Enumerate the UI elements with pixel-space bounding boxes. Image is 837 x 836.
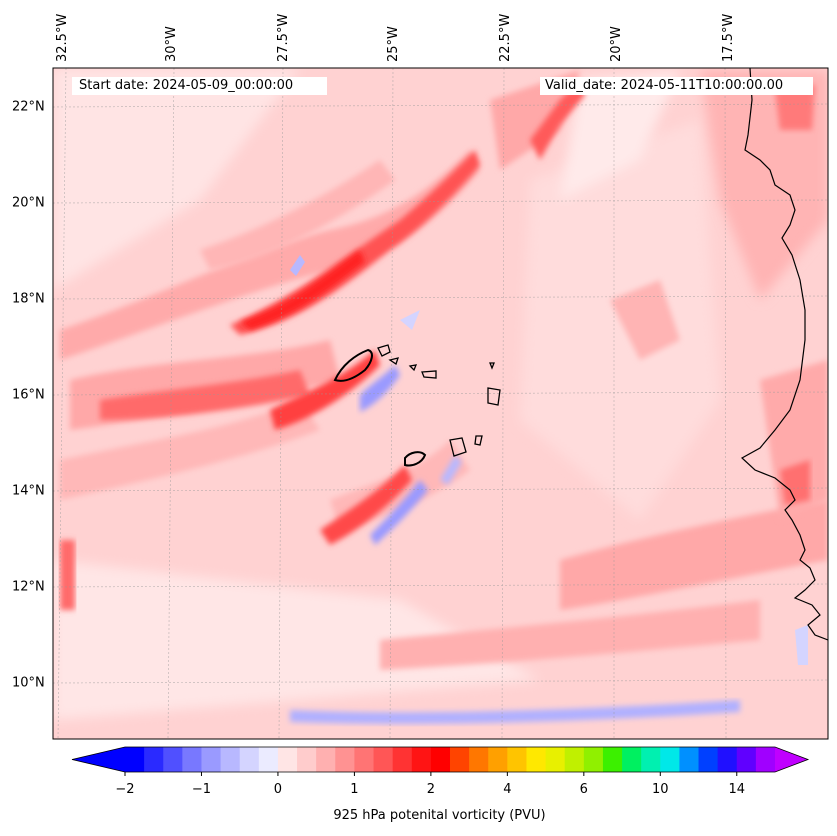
colorbar-cell (526, 747, 547, 772)
colorbar-cell (545, 747, 566, 772)
colorbar-cell (163, 747, 183, 772)
colorbar-cell (755, 747, 776, 772)
colorbar-cell (622, 747, 642, 772)
lat-label-20n: 20°N (12, 195, 45, 211)
colorbar-cell (220, 747, 241, 772)
colorbar-cell (392, 747, 413, 772)
colorbar-label: 925 hPa potenital vorticity (PVU) (333, 808, 546, 823)
valid-date-label: Valid_date: 2024-05-11T10:00:00.00 (540, 77, 813, 95)
colorbar-tick-label: 0 (273, 782, 283, 797)
colorbar-cell (698, 747, 719, 772)
colorbar-cell (507, 747, 527, 772)
colorbar-cell (679, 747, 700, 772)
colorbar-cell (564, 747, 585, 772)
colorbar-tick-label: 2 (426, 782, 436, 797)
colorbar-cell (239, 747, 260, 772)
colorbar-cell (316, 747, 336, 772)
colorbar-extend-min (72, 747, 125, 772)
lon-label-17-5w: 17.5°W (721, 13, 736, 62)
colorbar-cell (469, 747, 489, 772)
colorbar-cell (430, 747, 451, 772)
lon-label-20w: 20°W (609, 26, 624, 62)
colorbar-cell (144, 747, 164, 772)
lat-label-22n: 22°N (12, 99, 45, 115)
lat-label-16n: 16°N (12, 387, 45, 403)
potential-vorticity-map (52, 67, 829, 740)
colorbar-cell (258, 747, 279, 772)
colorbar-cell (736, 747, 757, 772)
lat-label-12n: 12°N (12, 579, 45, 595)
pv-field (53, 68, 828, 739)
cape-verde-islands (333, 344, 501, 467)
start-date-label: Start date: 2024-05-09_00:00:00 (72, 77, 327, 95)
colorbar-cell (602, 747, 623, 772)
colorbar-cell (277, 747, 298, 772)
lon-label-30w: 30°W (164, 26, 179, 62)
colorbar-cell (717, 747, 738, 772)
colorbar-cell (660, 747, 680, 772)
colorbar-tick-label: −1 (191, 782, 212, 797)
colorbar-cell (373, 747, 394, 772)
colorbar-tick-label: −2 (115, 782, 135, 797)
colorbar-cell (411, 747, 432, 772)
lat-label-18n: 18°N (12, 291, 45, 307)
lon-label-25w: 25°W (386, 26, 401, 62)
colorbar-cell (354, 747, 375, 772)
lat-label-14n: 14°N (12, 483, 45, 499)
colorbar-cell (450, 747, 470, 772)
lat-label-10n: 10°N (12, 675, 45, 691)
colorbar-tick-label: 10 (652, 782, 669, 797)
colorbar-cell (335, 747, 355, 772)
colorbar-cell (182, 747, 202, 772)
colorbar-tick-label: 1 (350, 782, 359, 797)
colorbar-tick-label: 4 (503, 782, 512, 797)
colorbar-tick-label: 6 (579, 782, 588, 797)
colorbar-cell (488, 747, 508, 772)
lon-label-27-5w: 27.5°W (276, 13, 291, 62)
colorbar (71, 746, 810, 776)
colorbar-tick-label: 14 (728, 782, 746, 797)
colorbar-cell (125, 747, 145, 772)
colorbar-cell (641, 747, 661, 772)
lon-label-22-5w: 22.5°W (498, 13, 513, 62)
colorbar-cell (583, 747, 604, 772)
colorbar-extend-max (775, 747, 808, 772)
lon-label-32-5w: 32.5°W (55, 13, 70, 62)
africa-coastline (740, 68, 828, 641)
gridlines (53, 68, 828, 739)
colorbar-cell (297, 747, 317, 772)
colorbar-cell (201, 747, 222, 772)
